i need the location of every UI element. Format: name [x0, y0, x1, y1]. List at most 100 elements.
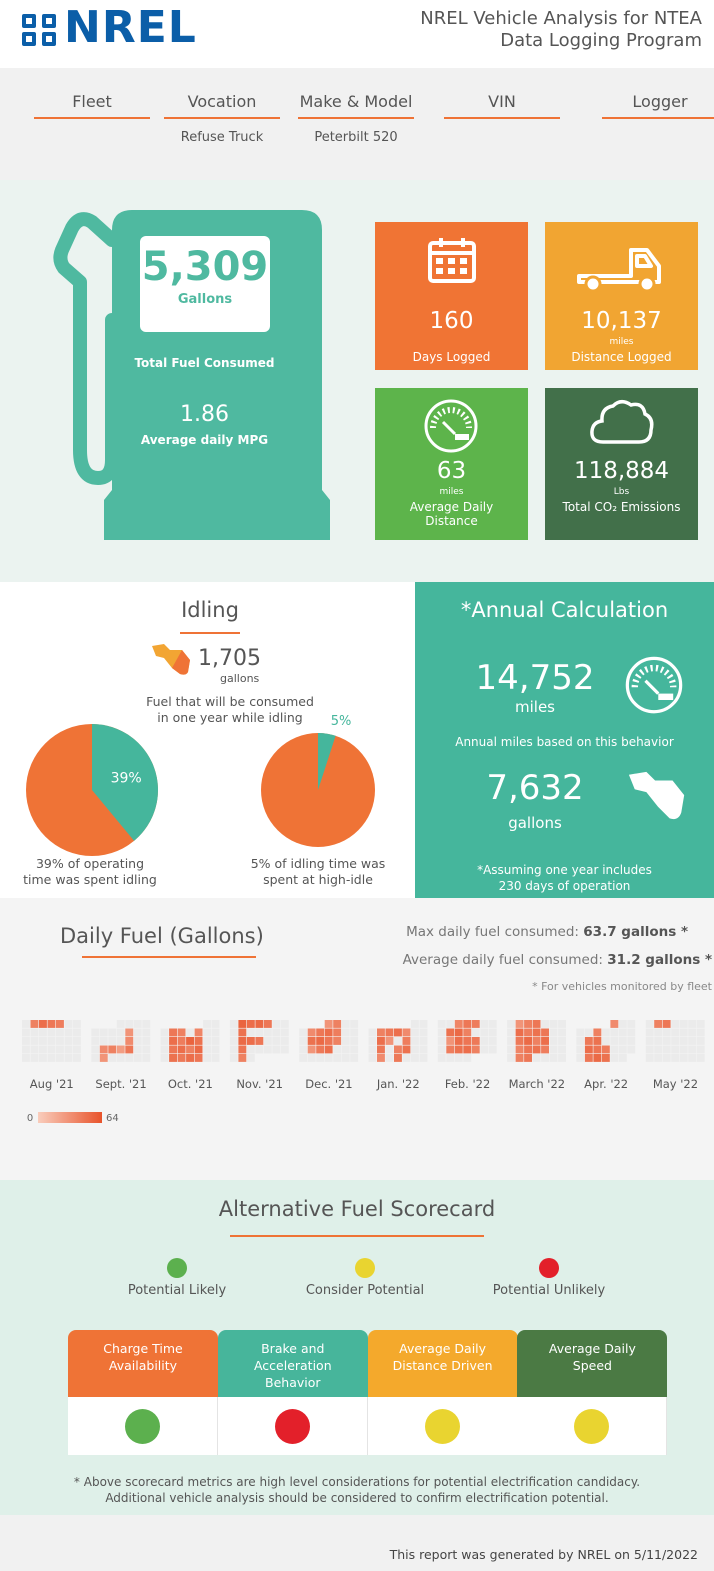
heat-cell: [186, 1045, 194, 1054]
heat-cell: [507, 1054, 515, 1062]
heat-cell: [73, 1045, 81, 1054]
column-header: Brake and Acceleration Behavior: [217, 1330, 368, 1397]
gauge-icon: [424, 399, 478, 453]
heat-cell: [73, 1037, 81, 1045]
heat-cell: [22, 1054, 30, 1062]
fuel-label: Total Fuel Consumed: [134, 356, 275, 370]
heat-cell: [203, 1045, 211, 1054]
heat-cell: [91, 1045, 100, 1054]
heat-cell: [47, 1045, 56, 1054]
rating-dot: [424, 1409, 460, 1444]
heat-cell: [446, 1037, 455, 1045]
heat-cell: [507, 1020, 515, 1028]
tile-label: Average Daily Distance: [409, 500, 494, 528]
month-label: Oct. '21: [168, 1077, 213, 1091]
idling-title: Idling: [181, 598, 239, 622]
heat-cell: [394, 1045, 402, 1054]
field-underline: [602, 117, 714, 119]
heat-cell: [524, 1045, 532, 1054]
heat-cell: [246, 1037, 255, 1045]
heat-cell: [203, 1020, 211, 1028]
heat-cell: [471, 1037, 480, 1045]
tile-value: 160: [429, 308, 474, 334]
heat-cell: [125, 1020, 134, 1028]
heat-cell: [194, 1037, 203, 1045]
annual-title: *Annual Calculation: [460, 598, 669, 622]
heat-cell: [394, 1054, 402, 1062]
heat-cell: [549, 1037, 558, 1045]
heat-cell: [229, 1028, 238, 1037]
heat-cell: [64, 1054, 73, 1062]
title-underline: [230, 1235, 484, 1237]
heat-cell: [576, 1037, 585, 1045]
legend-dot: [355, 1258, 375, 1278]
heat-cell: [316, 1054, 325, 1062]
heat-cell: [194, 1045, 203, 1054]
heat-cell: [22, 1020, 30, 1028]
heat-cell: [507, 1028, 515, 1037]
idling-unit: gallons: [220, 672, 260, 685]
heat-cell: [627, 1045, 636, 1054]
title-line: Data Logging Program: [500, 30, 702, 51]
field-underline: [444, 117, 560, 119]
heat-cell: [463, 1054, 472, 1062]
heat-cell: [454, 1037, 463, 1045]
heat-cell: [125, 1028, 134, 1037]
heat-cell: [446, 1020, 455, 1028]
heat-cell: [584, 1037, 593, 1045]
annual-miles-unit: miles: [515, 698, 555, 716]
heat-cell: [108, 1037, 117, 1045]
heat-cell: [186, 1037, 194, 1045]
heat-cell: [125, 1054, 134, 1062]
heat-cell: [532, 1037, 541, 1045]
heat-cell: [446, 1045, 455, 1054]
heat-cell: [272, 1020, 281, 1028]
heat-cell: [437, 1020, 446, 1028]
heat-cell: [402, 1045, 411, 1054]
heat-cell: [402, 1037, 411, 1045]
heat-cell: [263, 1045, 272, 1054]
heat-cell: [203, 1028, 211, 1037]
heat-cell: [618, 1037, 627, 1045]
heat-cell: [22, 1045, 30, 1054]
tile-label: Days Logged: [412, 350, 491, 364]
heat-cell: [280, 1028, 289, 1037]
heat-cell: [471, 1028, 480, 1037]
heat-cell: [169, 1037, 177, 1045]
heat-cell: [532, 1045, 541, 1054]
heat-cell: [411, 1037, 419, 1045]
heat-cell: [454, 1028, 463, 1037]
heat-cell: [610, 1054, 619, 1062]
heat-cell: [549, 1028, 558, 1037]
heat-cell: [47, 1037, 56, 1045]
heat-cell: [471, 1045, 480, 1054]
heat-cell: [91, 1037, 100, 1045]
heat-cell: [333, 1054, 342, 1062]
heat-cell: [696, 1020, 705, 1028]
heat-cell: [160, 1045, 169, 1054]
heat-cell: [350, 1020, 359, 1028]
caption-line: 39% of operating: [35, 856, 145, 871]
pies: 39% 5%: [26, 714, 375, 856]
heat-cell: [255, 1045, 264, 1054]
heat-cell: [584, 1028, 593, 1037]
heat-cell: [627, 1028, 636, 1037]
disclaimer-line: Additional vehicle analysis should be co…: [105, 1491, 609, 1505]
heat-cell: [541, 1028, 549, 1037]
title-line: NREL Vehicle Analysis for NTEA: [420, 8, 702, 29]
field-underline: [298, 117, 414, 119]
heat-cell: [576, 1028, 585, 1037]
heat-cell: [671, 1028, 680, 1037]
scorecard-title: Alternative Fuel Scorecard: [218, 1197, 496, 1221]
field-value: Peterbilt 520: [314, 130, 398, 145]
heat-cell: [324, 1045, 333, 1054]
heat-cell: [515, 1045, 524, 1054]
heat-cell: [688, 1028, 697, 1037]
heat-cell: [229, 1037, 238, 1045]
heat-cell: [696, 1037, 705, 1045]
max-stat: Max daily fuel consumed: 63.7 gallons *: [406, 924, 688, 940]
heat-cell: [125, 1037, 134, 1045]
heat-cell: [350, 1028, 359, 1037]
heat-cell: [246, 1054, 255, 1062]
field-underline: [164, 117, 280, 119]
